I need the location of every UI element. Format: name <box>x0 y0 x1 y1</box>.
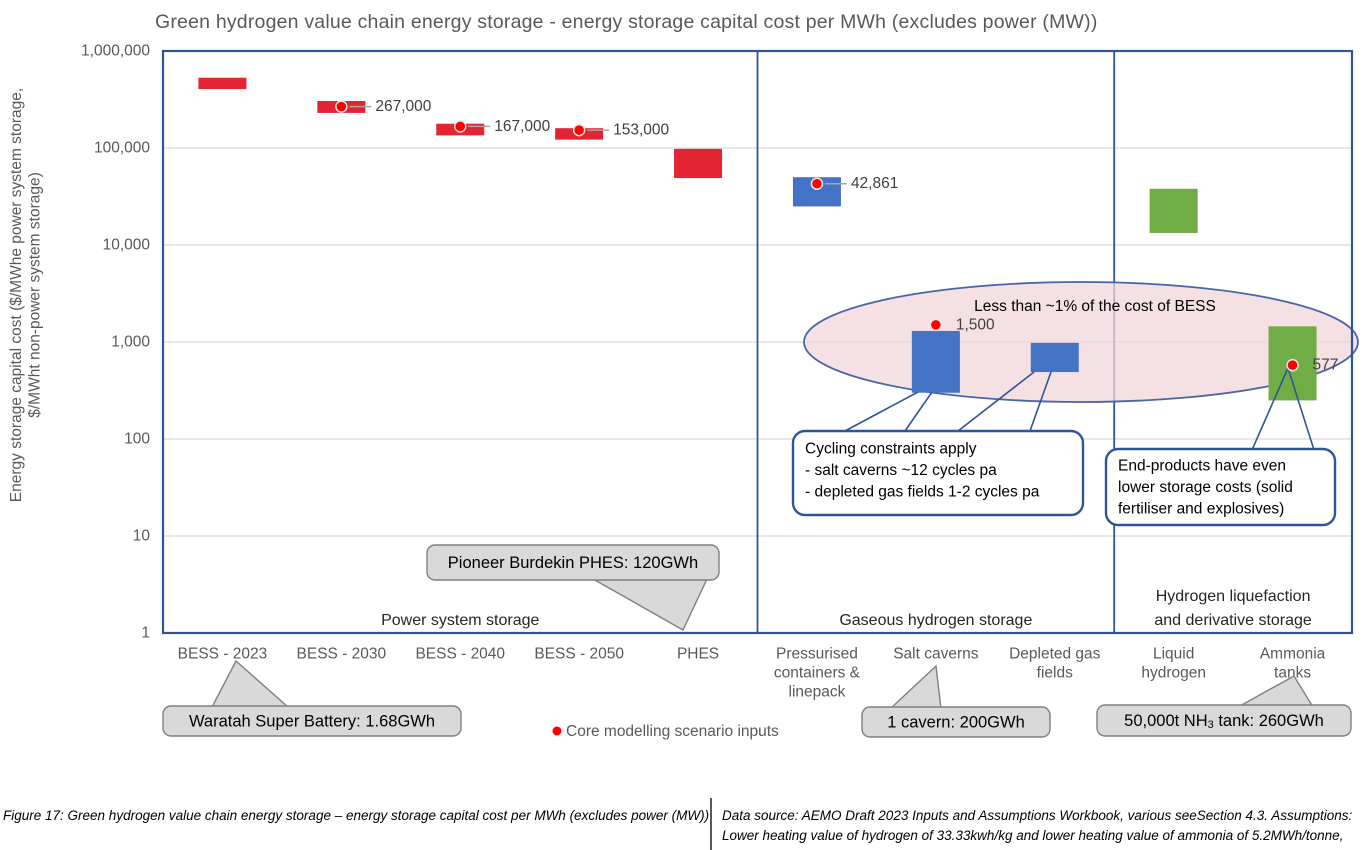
x-label-pressurised-containers-linepack: Pressurised <box>776 646 858 663</box>
legend-red-dot-icon <box>552 726 562 736</box>
callout-pioneer-burdekin-label: Pioneer Burdekin PHES: 120GWh <box>448 554 698 572</box>
annotation-connector-line <box>957 371 1035 432</box>
footer-divider <box>710 798 712 850</box>
y-tick-label: 100 <box>124 431 150 448</box>
cycling-constraints-note-box <box>791 429 1085 517</box>
x-label-pressurised-containers-linepack: linepack <box>789 684 846 701</box>
callout-waratah-label: Waratah Super Battery: 1.68GWh <box>189 713 435 731</box>
cycling-constraints-note-line: - salt caverns ~12 cycles pa <box>805 462 997 479</box>
section-label-and-derivative-storage: and derivative storage <box>1154 612 1312 629</box>
callout-waratah-tail <box>210 659 290 708</box>
bar-depleted-gas-fields <box>1030 342 1079 373</box>
value-label-pressurised-containers-linepack: 42,861 <box>851 175 898 192</box>
value-label-bess-2050: 153,000 <box>613 122 669 139</box>
callout-ammonia-tank-size-box <box>1096 704 1352 737</box>
chart-title: Green hydrogen value chain energy storag… <box>155 11 1098 33</box>
section-label-power-system-storage: Power system storage <box>381 612 539 629</box>
dot-bess-2030 <box>335 100 348 113</box>
y-tick-label: 100,000 <box>94 140 150 157</box>
bar-phes <box>674 148 723 179</box>
bar-salt-caverns <box>911 330 960 393</box>
callout-pioneer-burdekin-tail <box>590 578 709 631</box>
chart-canvas: Less than ~1% of the cost of BESS Cycling… <box>8 43 1359 740</box>
dot-bess-2040 <box>454 120 467 133</box>
x-label-bess-2023: BESS - 2023 <box>178 646 268 663</box>
bar-liquid-hydrogen <box>1149 188 1198 233</box>
end-products-note-line: End-products have even <box>1118 458 1286 475</box>
cycling-constraints-note-line: - depleted gas fields 1-2 cycles pa <box>805 484 1040 501</box>
x-label-phes: PHES <box>677 646 719 663</box>
x-label-salt-caverns: Salt caverns <box>893 646 979 663</box>
annotation-connector-line <box>1251 367 1289 451</box>
y-axis-title-line2: $/MWht non-power system storage) <box>27 172 44 418</box>
ellipse-note-text: Less than ~1% of the cost of BESS <box>974 298 1216 315</box>
dot-pressurised-containers-linepack <box>810 177 824 190</box>
section-label-gaseous-hydrogen-storage: Gaseous hydrogen storage <box>839 612 1032 629</box>
dot-salt-caverns <box>929 318 943 332</box>
y-tick-label: 10,000 <box>103 237 151 254</box>
callout-salt-cavern-size-label: 1 cavern: 200GWh <box>887 714 1025 732</box>
x-label-depleted-gas-fields: fields <box>1037 665 1073 682</box>
value-label-salt-caverns: 1,500 <box>956 316 995 333</box>
x-label-bess-2030: BESS - 2030 <box>297 646 387 663</box>
value-label-ammonia-tanks: 577 <box>1313 357 1339 374</box>
y-axis-title-line1: Energy storage capital cost ($/MWhe powe… <box>8 88 25 502</box>
y-tick-label: 1 <box>141 625 150 642</box>
callout-salt-cavern-size-tail <box>888 664 942 710</box>
data-source-line1: Data source: AEMO Draft 2023 Inputs and … <box>722 808 1353 823</box>
callout-salt-cavern-size-box <box>861 706 1051 738</box>
y-tick-label: 1,000 <box>111 334 150 351</box>
value-label-bess-2040: 167,000 <box>494 118 550 135</box>
plot-border <box>161 49 1354 635</box>
callout-ammonia-tank-size-label: 50,000t NH3 tank: 260GWh <box>1124 712 1324 731</box>
annotation-connector-line <box>904 391 933 432</box>
y-tick-label: 1,000,000 <box>81 43 150 60</box>
value-label-bess-2030: 267,000 <box>375 98 431 115</box>
data-source-note: Data source: AEMO Draft 2023 Inputs and … <box>722 806 1367 846</box>
x-label-liquid-hydrogen: hydrogen <box>1141 665 1206 682</box>
data-source-line2: Lower heating value of hydrogen of 33.33… <box>722 828 1344 843</box>
end-products-note-line: fertiliser and explosives) <box>1118 501 1284 518</box>
x-label-pressurised-containers-linepack: containers & <box>774 665 861 682</box>
x-label-liquid-hydrogen: Liquid <box>1153 646 1194 663</box>
bar-bess-2023 <box>198 77 247 90</box>
annotation-connector-line <box>1029 371 1052 432</box>
cycling-constraints-note-line: Cycling constraints apply <box>805 441 977 458</box>
legend-label: Core modelling scenario inputs <box>566 723 779 740</box>
x-label-ammonia-tanks: Ammonia <box>1260 646 1326 663</box>
callout-waratah-box <box>162 705 462 737</box>
x-label-depleted-gas-fields: Depleted gas <box>1009 646 1101 663</box>
x-label-bess-2040: BESS - 2040 <box>415 646 505 663</box>
callout-pioneer-burdekin-box <box>426 544 720 581</box>
dot-bess-2050 <box>572 123 586 137</box>
annotation-connector-line <box>1287 367 1315 451</box>
figure-caption: Figure 17: Green hydrogen value chain en… <box>3 808 710 823</box>
annotation-connector-line <box>844 391 919 432</box>
x-label-ammonia-tanks: tanks <box>1274 665 1311 682</box>
x-label-bess-2050: BESS - 2050 <box>534 646 624 663</box>
end-products-note-line: lower storage costs (solid <box>1118 479 1293 496</box>
y-tick-label: 10 <box>133 528 151 545</box>
end-products-note-box <box>1104 447 1337 527</box>
section-label-hydrogen-liquefaction: Hydrogen liquefaction <box>1156 588 1311 605</box>
dot-ammonia-tanks <box>1286 358 1299 372</box>
